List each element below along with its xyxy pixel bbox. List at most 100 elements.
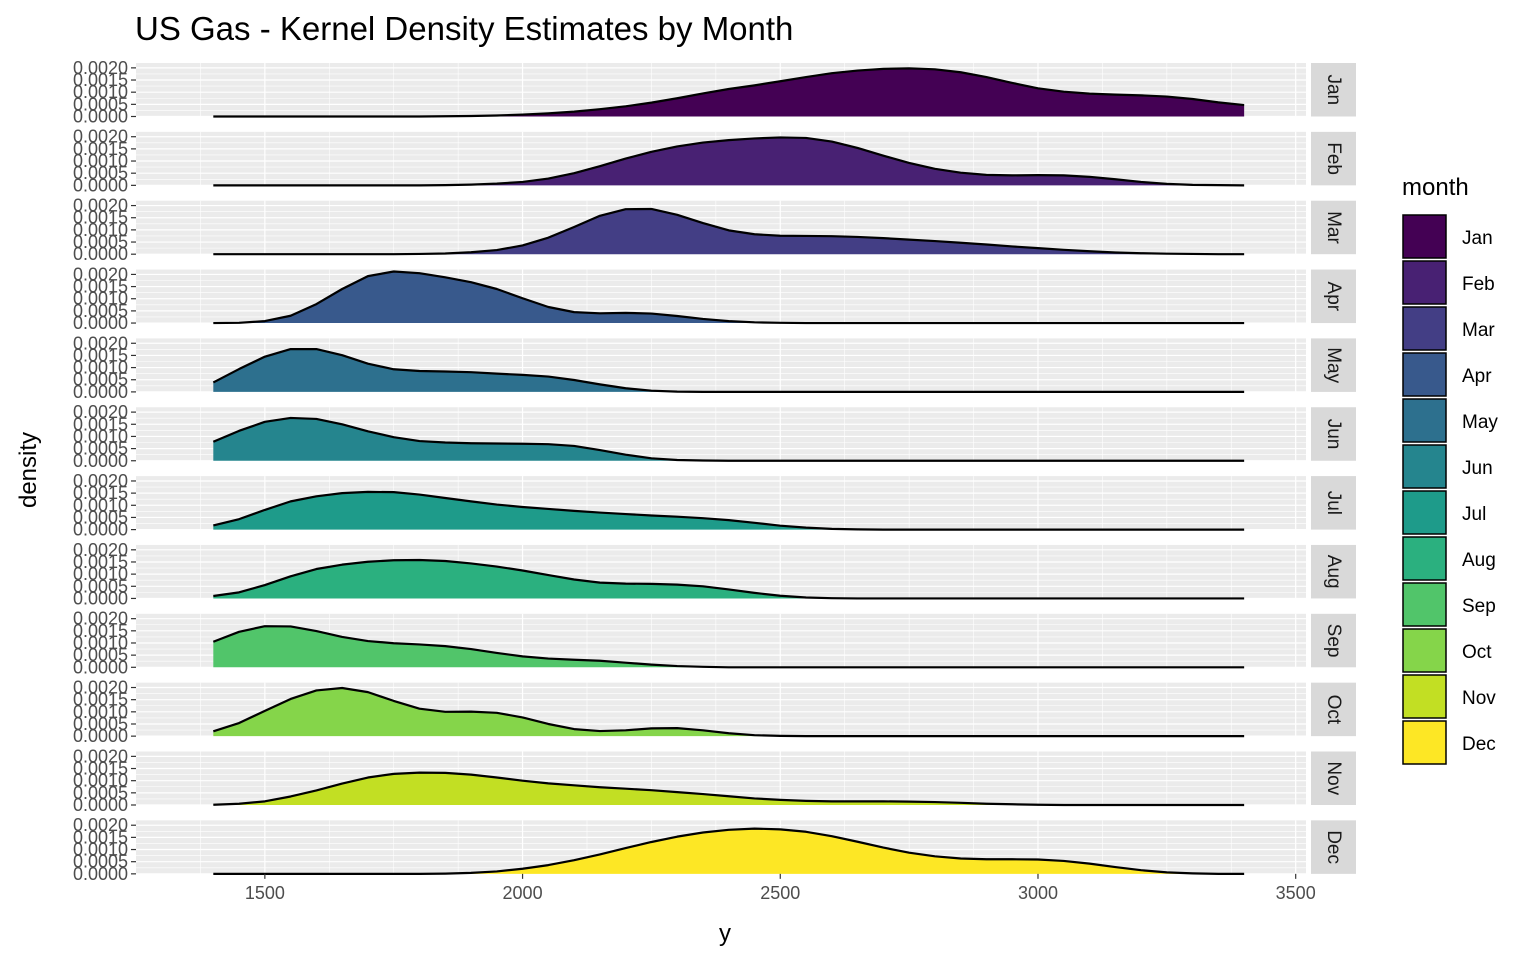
y-tick-label: 0.0020 — [73, 127, 128, 147]
density-line-dec — [213, 827, 1245, 875]
y-tick-label: 0.0020 — [73, 333, 128, 353]
legend-label: Jan — [1462, 228, 1493, 249]
y-tick-label: 0.0005 — [73, 852, 128, 872]
facet-strip — [1311, 269, 1356, 324]
facet-strip-label: Sep — [1323, 624, 1344, 658]
legend-key-apr — [1402, 352, 1447, 397]
y-tick-label: 0.0000 — [73, 864, 128, 884]
y-tick-label: 0.0010 — [73, 633, 128, 653]
x-axis: 1500 2000 2500 3000 3500 — [245, 873, 1316, 903]
density-area-jan — [213, 68, 1245, 117]
y-tick-label: 0.0015 — [73, 690, 128, 710]
y-tick-label: 0.0015 — [73, 414, 128, 434]
y-tick-label: 0.0005 — [73, 232, 128, 252]
density-area-may — [213, 349, 1245, 392]
legend-label: Oct — [1462, 642, 1492, 663]
facet-strip — [1311, 476, 1356, 530]
legend-key-oct — [1402, 628, 1447, 673]
y-tick-label: 0.0000 — [73, 726, 128, 746]
legend-label: Dec — [1462, 734, 1496, 755]
legend: month Jan Feb Mar Apr May Jun Jul Aug Sep Oct Nov D… — [1402, 174, 1498, 765]
y-tick-label: 0.0010 — [73, 702, 128, 722]
x-tick-label: 2500 — [760, 883, 800, 903]
y-tick-label: 0.0005 — [73, 439, 128, 459]
legend-label: Jun — [1462, 458, 1493, 479]
y-tick-label: 0.0020 — [73, 746, 128, 766]
density-area-oct — [213, 688, 1245, 737]
facet-strip-label: Mar — [1323, 211, 1344, 244]
density-line-sep — [212, 625, 1245, 669]
legend-key-aug — [1402, 536, 1447, 581]
legend-key-sep — [1402, 582, 1447, 627]
density-line-may — [212, 348, 1245, 393]
legend-key-dec — [1402, 720, 1447, 765]
y-tick-label: 0.0020 — [73, 609, 128, 629]
y-tick-label: 0.0015 — [73, 759, 128, 779]
y-tick-label: 0.0005 — [73, 576, 128, 596]
y-tick-label: 0.0015 — [73, 139, 128, 159]
y-tick-label: 0.0015 — [73, 345, 128, 365]
y-tick-label: 0.0000 — [73, 451, 128, 471]
y-tick-label: 0.0010 — [73, 840, 128, 860]
x-tick-label: 1500 — [245, 883, 285, 903]
y-axis-title: density — [15, 432, 42, 508]
facet-strip-label: Oct — [1323, 695, 1344, 725]
y-tick-label: 0.0020 — [73, 402, 128, 422]
y-tick-label: 0.0015 — [73, 827, 128, 847]
legend-key-nov — [1402, 674, 1447, 719]
facet-strip — [1311, 544, 1356, 599]
y-tick-label: 0.0010 — [73, 82, 128, 102]
density-area-nov — [213, 772, 1245, 805]
legend-key-may — [1402, 398, 1447, 443]
facet-strip — [1311, 407, 1356, 461]
facet-strip-label: Jul — [1323, 491, 1344, 515]
density-line-jan — [213, 67, 1245, 118]
legend-key-jan — [1402, 214, 1447, 259]
y-tick-label: 0.0005 — [73, 163, 128, 183]
density-area-feb — [213, 137, 1245, 186]
facet-strip — [1311, 131, 1356, 186]
facet-strip-label: Aug — [1323, 555, 1344, 589]
facet-strip-label: Nov — [1323, 761, 1344, 795]
y-tick-label: 0.0000 — [73, 107, 128, 127]
legend-label: Nov — [1462, 688, 1496, 709]
y-tick-label: 0.0000 — [73, 588, 128, 608]
y-tick-label: 0.0000 — [73, 795, 128, 815]
facet-strip — [1311, 751, 1356, 805]
legend-key-jul — [1402, 490, 1447, 535]
y-tick-label: 0.0020 — [73, 264, 128, 284]
facet-strip — [1311, 613, 1356, 668]
facet-strip-label: Feb — [1323, 142, 1344, 175]
y-tick-label: 0.0005 — [73, 94, 128, 114]
facet-strip-label: Jun — [1323, 419, 1344, 450]
density-area-mar — [213, 208, 1245, 255]
x-tick-label: 3500 — [1276, 883, 1316, 903]
y-tick-label: 0.0015 — [73, 483, 128, 503]
y-tick-label: 0.0005 — [73, 507, 128, 527]
density-line-mar — [213, 207, 1245, 256]
legend-label: Mar — [1462, 320, 1495, 341]
y-tick-label: 0.0000 — [73, 657, 128, 677]
density-line-oct — [212, 686, 1245, 738]
x-tick-label: 2000 — [503, 883, 543, 903]
y-tick-label: 0.0000 — [73, 175, 128, 195]
y-tick-label: 0.0010 — [73, 289, 128, 309]
y-tick-label: 0.0000 — [73, 313, 128, 333]
facet-strip-label: Dec — [1323, 830, 1344, 864]
y-tick-label: 0.0020 — [73, 678, 128, 698]
density-area-aug — [213, 560, 1245, 599]
facet-panels: 0.00000.00050.00100.00150.0020Jan0.00000… — [73, 58, 1356, 884]
y-tick-label: 0.0010 — [73, 771, 128, 791]
facet-strip — [1311, 200, 1356, 255]
density-line-jul — [213, 490, 1245, 531]
facet-strip-label: May — [1323, 347, 1344, 383]
facet-strip — [1311, 682, 1356, 737]
